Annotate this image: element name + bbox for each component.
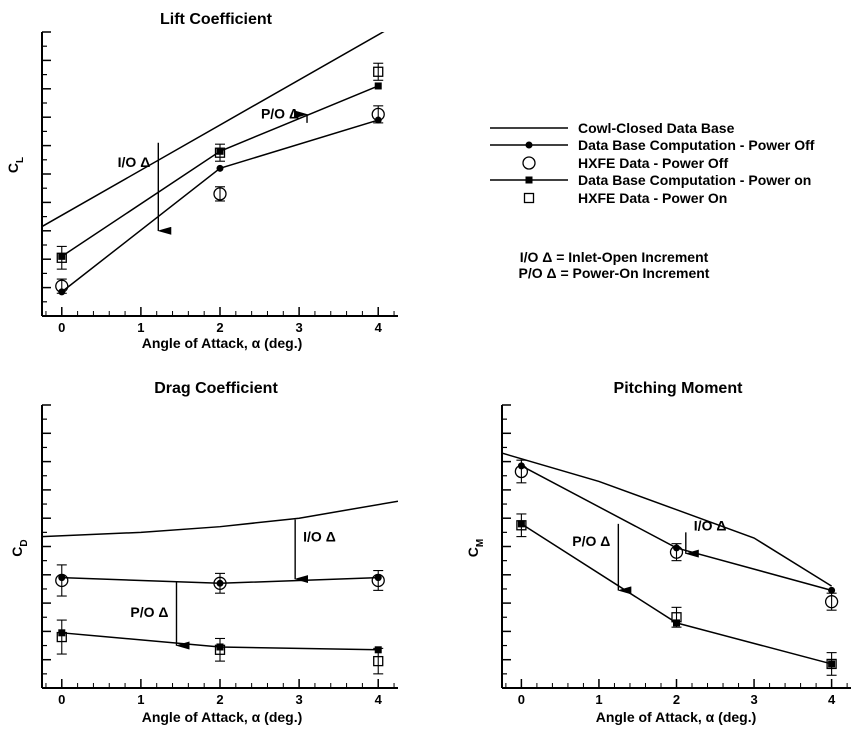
x-tick-label: 3 bbox=[295, 692, 302, 707]
data-point-circle bbox=[213, 187, 227, 201]
x-tick-label: 2 bbox=[216, 320, 223, 335]
chart-title: Drag Coefficient bbox=[154, 380, 278, 397]
x-tick-label: 1 bbox=[595, 692, 602, 707]
legend-label: Data Base Computation - Power Off bbox=[578, 137, 815, 153]
data-point-circle bbox=[213, 576, 227, 590]
data-point-square bbox=[373, 655, 384, 667]
legend-entry: Data Base Computation - Power Off bbox=[490, 137, 815, 153]
increment-label: P/O Δ bbox=[130, 604, 168, 620]
legend-circle bbox=[522, 156, 536, 170]
data-point-square bbox=[826, 658, 837, 670]
x-tick-label: 0 bbox=[58, 692, 65, 707]
data-point-circle bbox=[55, 573, 69, 588]
x-tick-label: 0 bbox=[58, 320, 65, 335]
data-point-square bbox=[373, 66, 384, 77]
x-tick-label: 2 bbox=[216, 692, 223, 707]
series-line-1 bbox=[521, 465, 832, 592]
y-axis-label: CD bbox=[9, 539, 30, 556]
y-axis-label-main: C bbox=[5, 163, 21, 173]
legend-open-square bbox=[523, 192, 535, 204]
x-tick-label: 3 bbox=[750, 692, 757, 707]
data-point-circle bbox=[55, 279, 69, 293]
legend-entry: HXFE Data - Power On bbox=[523, 190, 727, 206]
y-axis-label-subscript: M bbox=[475, 539, 486, 547]
data-point-circle bbox=[371, 107, 385, 122]
y-axis-label-main: C bbox=[9, 547, 25, 557]
x-tick-label: 0 bbox=[518, 692, 525, 707]
x-tick-label: 2 bbox=[673, 692, 680, 707]
pitching-moment-panel: Pitching Moment CM Angle of Attack, α (d… bbox=[465, 380, 851, 725]
chart-title: Pitching Moment bbox=[614, 380, 744, 397]
increment-label: I/O Δ bbox=[694, 517, 727, 533]
increment-label: I/O Δ bbox=[118, 154, 151, 170]
y-axis-label-subscript: D bbox=[19, 539, 30, 546]
legend-dot bbox=[525, 141, 533, 149]
x-axis-label: Angle of Attack, α (deg.) bbox=[596, 709, 757, 725]
x-tick-label: 1 bbox=[137, 692, 144, 707]
y-axis-label: CM bbox=[465, 539, 486, 557]
series-line-0 bbox=[42, 500, 398, 538]
series-square bbox=[374, 82, 382, 90]
lift-coefficient-panel: Lift Coefficient CL Angle of Attack, α (… bbox=[5, 11, 398, 351]
data-point-circle bbox=[371, 573, 385, 588]
x-tick-label: 3 bbox=[295, 320, 302, 335]
legend-label: Data Base Computation - Power on bbox=[578, 172, 811, 188]
legend-label: HXFE Data - Power On bbox=[578, 190, 727, 206]
series-dot bbox=[216, 164, 224, 172]
legend-label: HXFE Data - Power Off bbox=[578, 155, 728, 171]
legend-entry: Data Base Computation - Power on bbox=[490, 172, 811, 188]
data-point-square bbox=[56, 252, 67, 263]
data-point-circle bbox=[824, 595, 839, 609]
x-tick-label: 4 bbox=[375, 320, 383, 335]
legend-label: Cowl-Closed Data Base bbox=[578, 120, 735, 136]
drag-coefficient-panel: Drag Coefficient CD Angle of Attack, α (… bbox=[9, 380, 398, 725]
data-point-circle bbox=[514, 464, 529, 479]
legend-entry: HXFE Data - Power Off bbox=[522, 155, 728, 171]
x-tick-label: 4 bbox=[375, 692, 383, 707]
data-point-square bbox=[214, 644, 226, 655]
data-point-square bbox=[516, 520, 527, 531]
x-axis-label: Angle of Attack, α (deg.) bbox=[142, 709, 303, 725]
legend-entry: Cowl-Closed Data Base bbox=[490, 120, 735, 136]
data-point-square bbox=[671, 612, 682, 623]
data-point-square bbox=[56, 631, 67, 643]
x-tick-label: 4 bbox=[828, 692, 836, 707]
y-axis-label-main: C bbox=[465, 547, 481, 557]
data-point-circle bbox=[669, 545, 684, 559]
series-line-0 bbox=[42, 32, 385, 228]
legend-note: P/O Δ = Power-On Increment bbox=[519, 265, 710, 281]
x-tick-label: 1 bbox=[137, 320, 144, 335]
legend-note: I/O Δ = Inlet-Open Increment bbox=[520, 249, 709, 265]
series-line-0 bbox=[502, 452, 833, 587]
increment-label: P/O Δ bbox=[261, 106, 299, 122]
series-dot bbox=[828, 586, 836, 594]
y-axis-label: CL bbox=[5, 157, 26, 173]
y-axis-label-subscript: L bbox=[15, 157, 26, 163]
increment-label: I/O Δ bbox=[303, 529, 336, 545]
legend-square bbox=[525, 176, 533, 184]
series-lines bbox=[502, 452, 836, 668]
x-axis-label: Angle of Attack, α (deg.) bbox=[142, 335, 303, 351]
chart-title: Lift Coefficient bbox=[160, 11, 273, 28]
increment-label: P/O Δ bbox=[572, 533, 610, 549]
data-point-square bbox=[214, 147, 226, 158]
